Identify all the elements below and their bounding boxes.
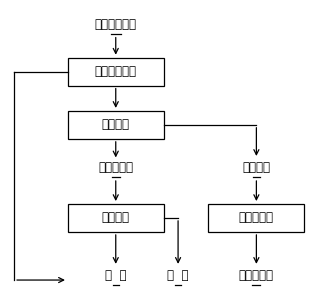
Text: 石  膏: 石 膏 (167, 269, 189, 282)
Text: 磷  酸: 磷 酸 (105, 269, 126, 282)
FancyBboxPatch shape (68, 111, 164, 139)
FancyBboxPatch shape (68, 204, 164, 232)
Text: 酸浸出稀土: 酸浸出稀土 (239, 211, 274, 225)
Text: 含磷钙滤液: 含磷钙滤液 (98, 161, 133, 174)
Text: 磷酸溶解磷矿: 磷酸溶解磷矿 (95, 65, 137, 78)
Text: 含稀土渣: 含稀土渣 (242, 161, 270, 174)
Text: 硫酸脱钙: 硫酸脱钙 (102, 211, 130, 225)
FancyBboxPatch shape (208, 204, 304, 232)
FancyBboxPatch shape (68, 58, 164, 86)
Text: 含稀土磷精矿: 含稀土磷精矿 (95, 18, 137, 31)
Text: 液固分离: 液固分离 (102, 118, 130, 131)
Text: 含稀土溶液: 含稀土溶液 (239, 269, 274, 282)
